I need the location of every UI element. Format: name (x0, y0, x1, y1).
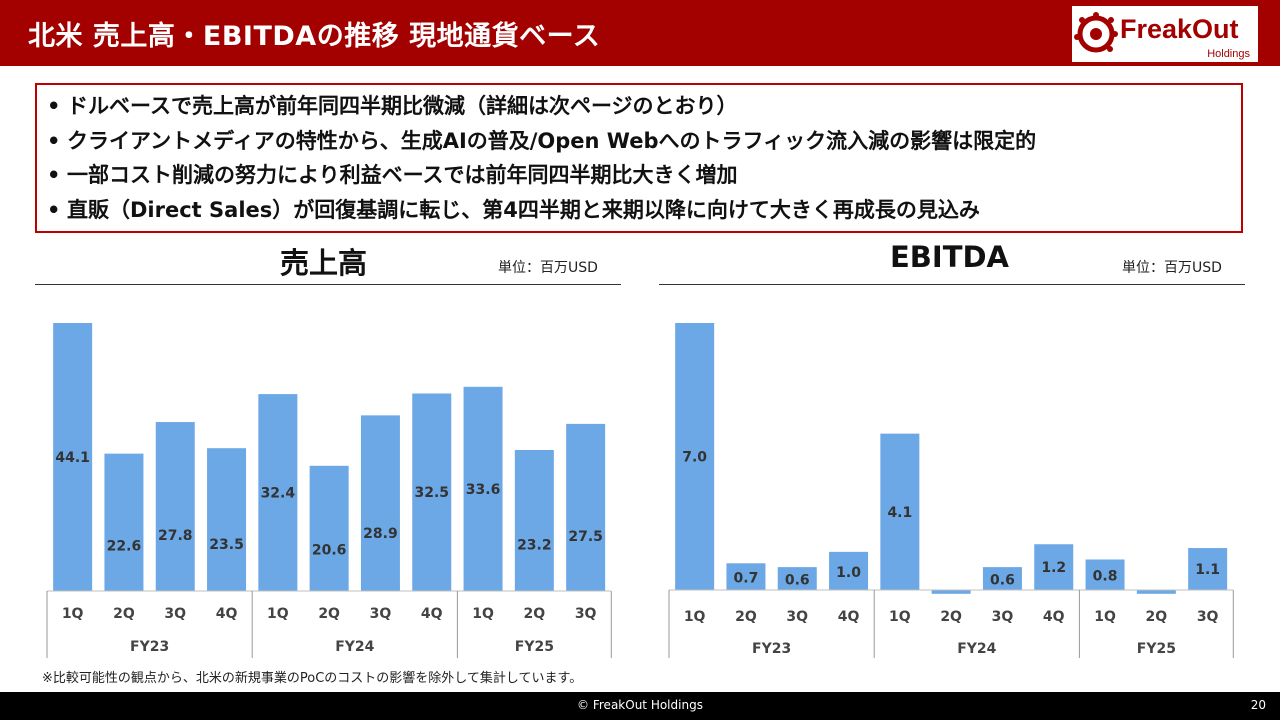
ebitda-category-label: 3Q (786, 609, 808, 625)
revenue-bar (463, 386, 503, 591)
revenue-category-label: 1Q (267, 606, 289, 622)
company-logo: FreakOut Holdings (1072, 6, 1258, 62)
logo-wordmark: FreakOut (1120, 14, 1239, 44)
revenue-data-label: 44.1 (55, 450, 90, 466)
revenue-data-label: 23.5 (209, 537, 244, 553)
ebitda-data-label: 1.0 (836, 565, 861, 581)
ebitda-bar (1136, 590, 1176, 594)
slide-header: 北米 売上高・EBITDAの推移 現地通貨ベース FreakOut Holdin… (0, 0, 1280, 66)
revenue-title-rule (35, 284, 621, 285)
revenue-bar (566, 423, 606, 591)
ebitda-data-label: 4.1 (887, 505, 912, 521)
copyright: © FreakOut Holdings (577, 698, 703, 712)
ebitda-unit-label: 単位：百万USD (1122, 260, 1222, 276)
footnote: ※比較可能性の観点から、北米の新規事業のPoCのコストの影響を除外して集計してい… (42, 671, 583, 686)
ebitda-category-label: 1Q (889, 609, 911, 625)
ebitda-group-label: FY24 (957, 641, 996, 657)
revenue-bar (104, 453, 144, 591)
revenue-group-label: FY25 (515, 639, 554, 655)
ebitda-bar (1085, 559, 1125, 590)
ebitda-category-label: 3Q (1197, 609, 1219, 625)
slide-title: 北米 売上高・EBITDAの推移 現地通貨ベース (28, 21, 601, 52)
ebitda-category-label: 1Q (1094, 609, 1116, 625)
revenue-data-label: 23.2 (517, 537, 552, 553)
revenue-data-label: 27.8 (158, 528, 193, 544)
revenue-data-label: 22.6 (107, 539, 142, 555)
revenue-unit-label: 単位：百万USD (498, 260, 598, 276)
revenue-category-label: 2Q (318, 606, 340, 622)
ebitda-data-label: 7.0 (682, 450, 707, 466)
ebitda-bar (931, 590, 971, 594)
revenue-bar (360, 415, 400, 591)
ebitda-group-label: FY23 (752, 641, 791, 657)
revenue-group-label: FY24 (335, 639, 374, 655)
ebitda-bar (726, 563, 766, 590)
ebitda-group-label: FY25 (1137, 641, 1176, 657)
summary-item: • 直販（Direct Sales）が回復基調に転じ、第4四半期と来期以降に向けて… (47, 197, 980, 222)
summary-item: • ドルベースで売上高が前年同四半期比微減（詳細は次ページのとおり） (47, 94, 738, 118)
ebitda-chart-title: EBITDA (890, 240, 1010, 274)
revenue-category-label: 4Q (421, 606, 443, 622)
ebitda-category-label: 1Q (684, 609, 706, 625)
summary-box: • ドルベースで売上高が前年同四半期比微減（詳細は次ページのとおり） • クライアン… (35, 83, 1243, 233)
revenue-category-label: 4Q (216, 606, 238, 622)
summary-item: • クライアントメディアの特性から、生成AIの普及/Open Webへのトラフィッ… (47, 128, 1037, 153)
revenue-category-label: 2Q (524, 606, 546, 622)
revenue-group-label: FY23 (130, 639, 169, 655)
ebitda-category-label: 2Q (735, 609, 757, 625)
revenue-data-label: 20.6 (312, 543, 347, 559)
revenue-data-label: 28.9 (363, 526, 398, 542)
ebitda-bar (1034, 544, 1074, 590)
revenue-category-label: 1Q (472, 606, 494, 622)
revenue-data-label: 32.4 (261, 486, 296, 502)
revenue-data-label: 27.5 (568, 529, 603, 545)
ebitda-data-label: 0.6 (990, 573, 1015, 589)
revenue-data-label: 33.6 (466, 482, 501, 498)
revenue-bar (207, 448, 247, 591)
revenue-bar (258, 394, 298, 591)
ebitda-data-label: 1.1 (1195, 562, 1220, 578)
revenue-category-label: 2Q (113, 606, 135, 622)
revenue-bar (514, 450, 554, 591)
ebitda-bar (829, 551, 869, 590)
ebitda-category-label: 4Q (838, 609, 860, 625)
ebitda-title-rule (659, 284, 1245, 285)
slide-footer: © FreakOut Holdings 20 (0, 692, 1280, 720)
ebitda-bar (982, 567, 1022, 590)
ebitda-bar (1188, 548, 1228, 590)
ebitda-bar (675, 323, 715, 590)
summary-item: • 一部コスト削減の努力により利益ベースでは前年同四半期比大きく増加 (47, 163, 738, 187)
revenue-bar (53, 323, 93, 591)
ebitda-data-label: 1.2 (1041, 560, 1066, 576)
page-number: 20 (1250, 698, 1266, 712)
ebitda-data-label: 0.7 (734, 571, 759, 587)
logo-subtitle: Holdings (1207, 48, 1250, 60)
ebitda-category-label: 4Q (1043, 609, 1065, 625)
revenue-data-label: 32.5 (414, 485, 449, 501)
ebitda-category-label: 2Q (1146, 609, 1168, 625)
ebitda-category-label: 2Q (940, 609, 962, 625)
revenue-category-label: 3Q (370, 606, 392, 622)
revenue-category-label: 1Q (62, 606, 84, 622)
revenue-bar (412, 393, 452, 591)
revenue-bar (309, 465, 349, 591)
ebitda-category-label: 3Q (992, 609, 1014, 625)
ebitda-bar (777, 567, 817, 590)
revenue-category-label: 3Q (575, 606, 597, 622)
ebitda-data-label: 0.6 (785, 573, 810, 589)
revenue-bar (155, 422, 195, 591)
revenue-category-label: 3Q (164, 606, 186, 622)
ebitda-bar (880, 433, 920, 590)
ebitda-data-label: 0.8 (1093, 569, 1118, 585)
revenue-chart-title: 売上高 (280, 246, 368, 280)
freakout-logo-icon (1074, 12, 1118, 53)
